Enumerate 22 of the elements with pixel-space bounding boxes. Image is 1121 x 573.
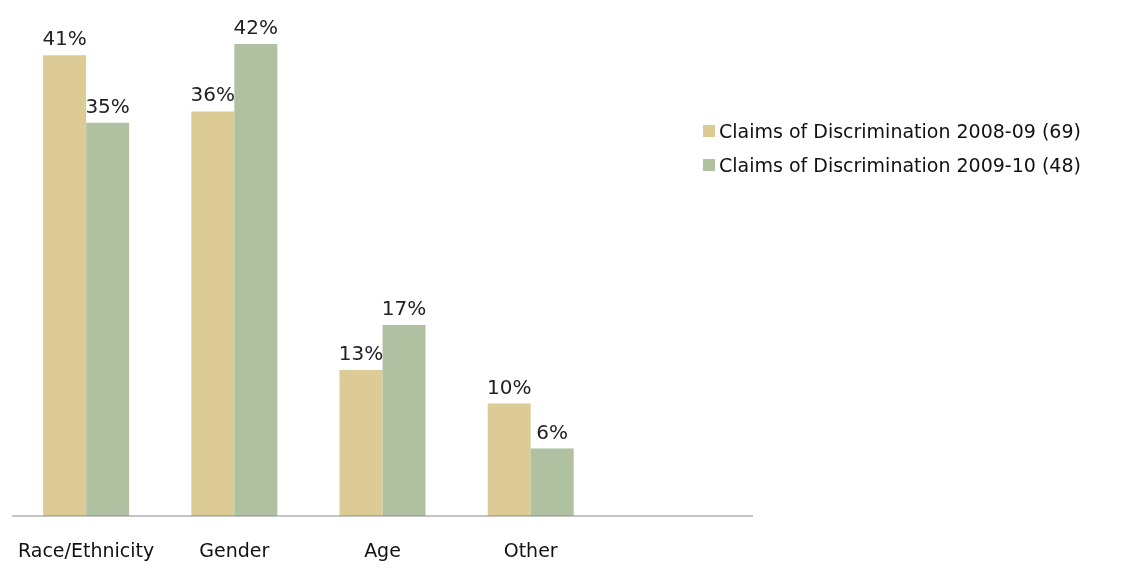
bar [86,122,130,516]
x-tick-label: Gender [199,539,270,562]
data-label: 41% [42,26,87,51]
data-label: 42% [233,15,279,39]
data-label: 6% [536,419,569,444]
bar [191,111,235,516]
data-label: 13% [338,340,384,365]
data-label: 36% [190,82,236,107]
x-tick-label: Age [364,539,401,562]
bar [234,44,278,516]
legend-label: Claims of Discrimination 2008-09 (69) [719,120,1081,142]
legend-label: Claims of Discrimination 2009-10 (48) [719,154,1081,176]
bar [530,448,574,516]
bar [382,324,426,516]
bar [43,55,87,516]
bar [487,403,531,516]
data-label: 10% [487,374,532,399]
data-label: 17% [381,295,427,320]
x-tick-label: Race/Ethnicity [18,539,155,562]
data-label: 35% [85,93,130,118]
x-tick-label: Other [503,539,558,562]
bar [339,369,383,516]
